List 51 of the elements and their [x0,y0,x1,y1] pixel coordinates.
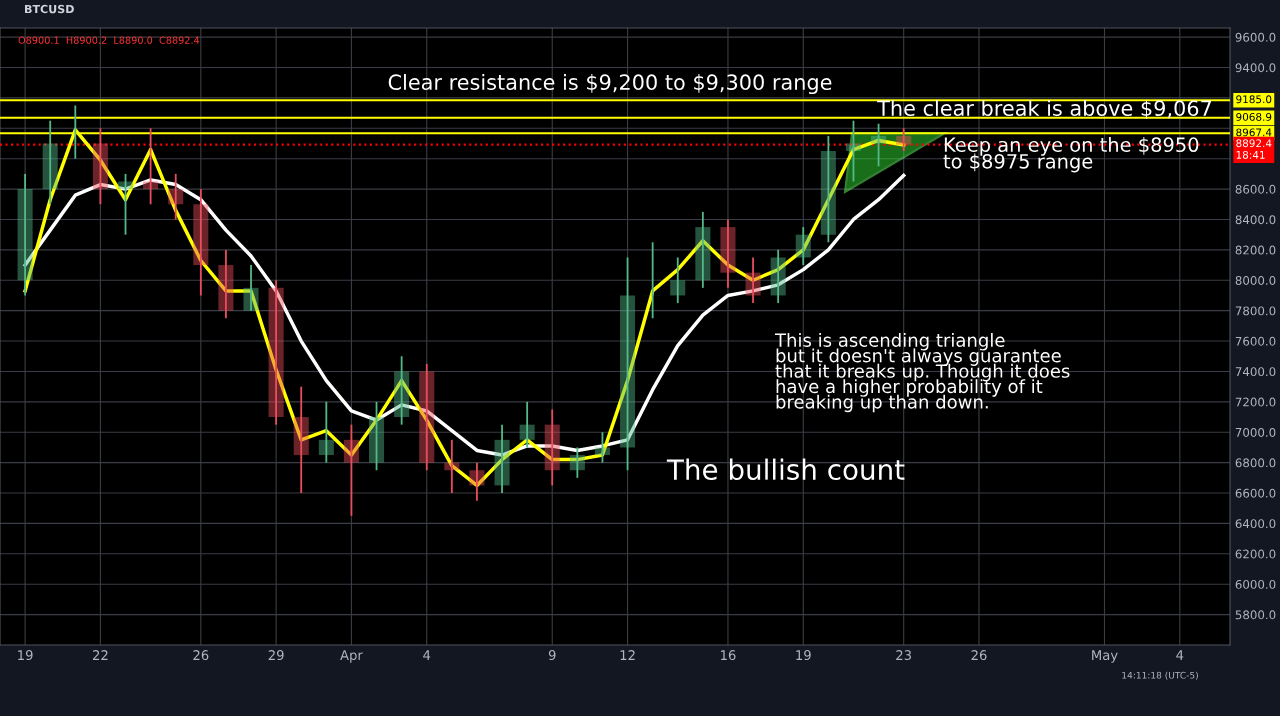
x-tick-label: 16 [721,650,736,661]
ref-line-label: 8967.4 [1236,128,1272,137]
annotation: O8900.1 H8900.2 L8890.0 C8892.4 [18,36,200,44]
x-tick-label: 4 [423,650,431,660]
annotation: The clear break is above $9,067 [877,99,1212,119]
candlestick [117,172,134,236]
ref-line-label: 8892.4 18:41 [1236,139,1272,159]
ref-line-label: 9068.9 [1236,112,1272,121]
x-tick-label: 26 [193,650,209,661]
x-tick-label: 4 [1176,650,1184,660]
candlestick [594,431,610,464]
chart-title: BTCUSD [25,4,74,14]
x-tick-label: 12 [620,650,635,660]
ref-line-label: 9185.0 [1236,95,1272,104]
y-tick-label: 7800.0 [1235,306,1276,316]
annotation: This is ascending triangle but it doesn't always guarantee that it breaks up. Though it does have a higher probability of it breaking up than down. [774,333,1070,413]
y-tick-label: 7600.0 [1235,336,1276,346]
y-tick-label: 8000.0 [1235,275,1276,285]
y-tick-label: 6800.0 [1235,458,1276,468]
x-tick-label: 26 [971,650,987,661]
y-tick-label: 6000.0 [1235,579,1276,589]
x-tick-label: 29 [268,650,284,661]
x-tick-label: May [1092,650,1118,663]
candlestick [143,127,159,206]
annotation: Keep an eye on the $8950 to $8975 range [943,137,1199,173]
y-tick-label: 7000.0 [1235,427,1276,437]
y-tick-label: 6200.0 [1235,549,1276,559]
x-tick-label: 22 [92,650,108,660]
y-tick-label: 9600.0 [1235,32,1276,42]
candlestick [369,400,385,472]
y-tick-label: 7200.0 [1235,397,1276,407]
y-tick-label: 6400.0 [1235,519,1276,529]
y-tick-label: 5800.0 [1235,610,1276,620]
x-tick-label: Apr [340,650,363,663]
x-tick-label: 9 [548,650,556,661]
y-tick-label: 9400.0 [1235,63,1276,73]
y-tick-label: 8600.0 [1235,184,1276,194]
x-tick-label: 19 [796,650,811,661]
y-tick-label: 8200.0 [1235,245,1276,255]
text: 14:11:18 (UTC-5) [1122,671,1198,680]
x-tick-label: 19 [18,650,33,661]
candlestick [343,423,359,517]
candlestick [92,127,108,206]
y-tick-label: 8400.0 [1235,215,1276,225]
annotation: The bullish count [666,458,905,481]
y-tick-label: 6600.0 [1235,488,1276,498]
y-tick-label: 7400.0 [1235,367,1276,377]
candlestick [845,119,861,183]
x-tick-label: 23 [896,650,912,661]
candlestick [243,264,259,312]
annotation: Clear resistance is $9,200 to $9,300 range [388,73,832,95]
